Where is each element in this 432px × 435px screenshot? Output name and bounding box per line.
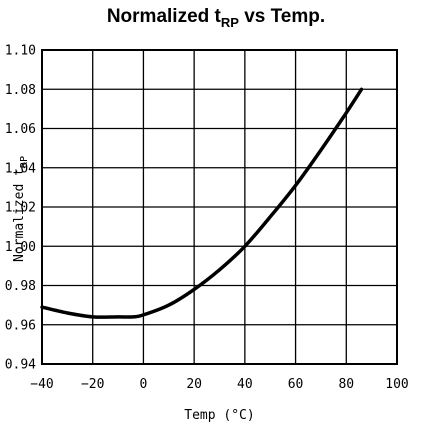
y-tick-label: 0.98 <box>5 279 36 294</box>
y-tick-label: 1.10 <box>5 44 36 59</box>
x-tick-label: −40 <box>30 377 53 392</box>
x-tick-label: 100 <box>385 377 408 392</box>
chart-title-subscript: RP <box>220 15 239 30</box>
grid-lines <box>42 50 397 364</box>
y-tick-label: 1.06 <box>5 122 36 137</box>
x-axis-ticks: −40 −20 0 20 40 60 80 100 <box>30 377 408 392</box>
y-axis-ticks: 0.94 0.96 0.98 1.00 1.02 1.04 1.06 1.08 1.10 <box>5 44 36 373</box>
y-axis-label: Normalized tRP <box>12 156 30 262</box>
chart-title-suffix: vs Temp. <box>238 6 326 27</box>
y-axis-label-subscript: RP <box>19 156 30 168</box>
x-tick-label: 60 <box>288 377 304 392</box>
plot-frame <box>41 49 398 365</box>
y-axis-label-main: Normalized t <box>12 168 27 262</box>
y-tick-label: 0.96 <box>5 318 36 333</box>
x-tick-label: −20 <box>81 377 104 392</box>
x-tick-label: 40 <box>237 377 253 392</box>
chart-title-main: Normalized t <box>106 6 221 27</box>
y-tick-label: 0.94 <box>5 358 36 373</box>
y-tick-label: 1.08 <box>5 83 36 98</box>
y-tick-label: 1.00 <box>5 240 36 255</box>
x-tick-label: 80 <box>338 377 354 392</box>
series-line <box>40 87 364 319</box>
x-axis-label: Temp (°C) <box>184 408 254 423</box>
y-tick-label: 1.02 <box>5 201 36 216</box>
chart-title: Normalized tRP vs Temp. <box>0 6 432 30</box>
x-tick-label: 0 <box>140 377 148 392</box>
x-tick-label: 20 <box>186 377 202 392</box>
y-tick-label: 1.04 <box>5 161 36 176</box>
